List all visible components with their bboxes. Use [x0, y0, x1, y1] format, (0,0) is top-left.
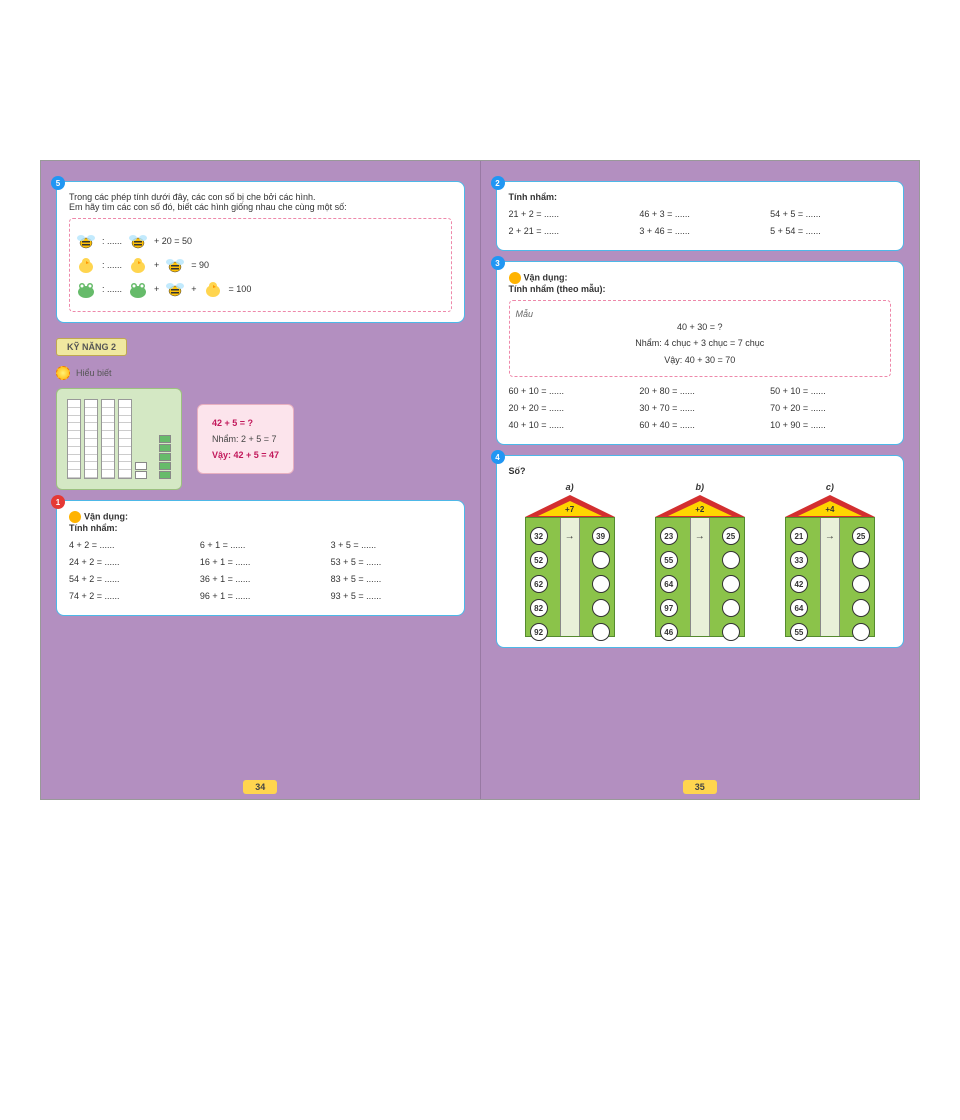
house: a) +7 32→3952628292 — [509, 482, 631, 637]
house: c) +4 21→2533426455 — [769, 482, 891, 637]
exercise-1: 1 Vận dụng: Tính nhẩm: 4 + 2 = ......24 … — [56, 500, 465, 616]
hint-row: Hiểu biết — [56, 366, 465, 380]
blocks-panel — [56, 388, 182, 490]
page-35: 2 Tính nhẩm: 21 + 2 = ......2 + 21 = ...… — [481, 161, 920, 799]
chick-icon — [128, 255, 148, 275]
frog-icon — [128, 279, 148, 299]
badge-4: 4 — [491, 450, 505, 464]
badge-3: 3 — [491, 256, 505, 270]
house: b) +2 23→2555649746 — [639, 482, 761, 637]
badge-2: 2 — [491, 176, 505, 190]
frog-icon — [76, 279, 96, 299]
exercise-2: 2 Tính nhẩm: 21 + 2 = ......2 + 21 = ...… — [496, 181, 905, 251]
page-number-34: 34 — [243, 780, 277, 794]
skill-2-label: KỸ NĂNG 2 — [56, 338, 127, 356]
chick-icon — [76, 255, 96, 275]
ex5-text1: Trong các phép tính dưới đây, các con số… — [69, 192, 452, 202]
face-icon — [69, 511, 81, 523]
exercise-4: 4 Số? a) +7 32→3952628292 b) +2 23→25556… — [496, 455, 905, 648]
badge-1: 1 — [51, 495, 65, 509]
ex5-equations: : ...... + 20 = 50 : ...... + = 90 : ...… — [69, 218, 452, 312]
face-icon — [509, 272, 521, 284]
exercise-5: 5 Trong các phép tính dưới đây, các con … — [56, 181, 465, 323]
bee-icon — [76, 231, 96, 251]
example-box: 42 + 5 = ? Nhẩm: 2 + 5 = 7 Vậy: 42 + 5 =… — [197, 404, 294, 475]
badge-5: 5 — [51, 176, 65, 190]
page-34: 5 Trong các phép tính dưới đây, các con … — [41, 161, 481, 799]
ex1-cols: 4 + 2 = ......24 + 2 = ......54 + 2 = ..… — [69, 537, 452, 605]
bee-icon — [165, 255, 185, 275]
exercise-3: 3 Vận dụng: Tính nhẩm (theo mẫu): Mẫu 40… — [496, 261, 905, 445]
bee-icon — [128, 231, 148, 251]
bee-icon — [165, 279, 185, 299]
ex5-text2: Em hãy tìm các con số đó, biết các hình … — [69, 202, 452, 212]
houses-row: a) +7 32→3952628292 b) +2 23→2555649746 … — [509, 482, 892, 637]
page-number-35: 35 — [683, 780, 717, 794]
chick-icon — [203, 279, 223, 299]
mau-box: Mẫu 40 + 30 = ? Nhẩm: 4 chục + 3 chục = … — [509, 300, 892, 377]
page-spread: 5 Trong các phép tính dưới đây, các con … — [40, 160, 920, 800]
lightbulb-icon — [56, 366, 70, 380]
